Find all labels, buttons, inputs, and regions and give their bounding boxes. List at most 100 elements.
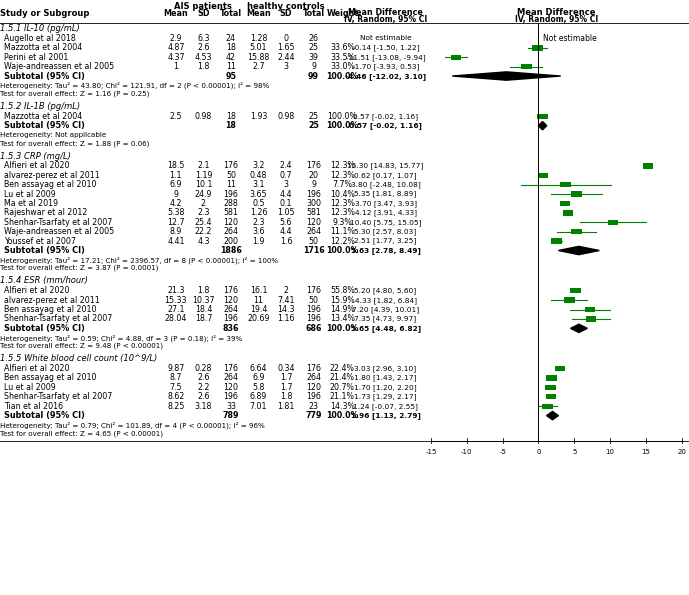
- Text: 39: 39: [309, 53, 318, 62]
- Text: 100.0%: 100.0%: [326, 71, 358, 80]
- Text: 99: 99: [308, 71, 319, 80]
- Text: 26: 26: [309, 34, 318, 43]
- Text: 1.05: 1.05: [277, 208, 295, 217]
- Text: Mean: Mean: [246, 9, 271, 18]
- Text: 95: 95: [225, 71, 236, 80]
- Text: 1.5.5 White blood cell count (10^9/L): 1.5.5 White blood cell count (10^9/L): [0, 354, 157, 363]
- Bar: [585, 307, 595, 312]
- Text: -0.14 [-1.50, 1.22]: -0.14 [-1.50, 1.22]: [351, 45, 420, 51]
- Text: Not estimable: Not estimable: [360, 36, 411, 42]
- Text: 100.0%: 100.0%: [327, 112, 358, 121]
- Text: 6.9: 6.9: [252, 374, 265, 383]
- Text: Not estimable: Not estimable: [543, 34, 597, 43]
- Text: 581: 581: [306, 208, 321, 217]
- Text: 1886: 1886: [220, 246, 242, 255]
- Text: 9: 9: [311, 180, 316, 189]
- Text: 11: 11: [226, 62, 236, 71]
- Text: 1.6: 1.6: [280, 237, 292, 246]
- Text: 24: 24: [226, 34, 236, 43]
- Text: 1716: 1716: [302, 246, 325, 255]
- Text: 42: 42: [226, 53, 236, 62]
- Text: 1.5.1 IL-10 (pg/mL): 1.5.1 IL-10 (pg/mL): [0, 24, 80, 33]
- Text: Total: Total: [220, 9, 242, 18]
- Text: 0: 0: [536, 449, 541, 455]
- Text: 120: 120: [223, 383, 238, 392]
- Text: Heterogeneity: Tau² = 43.80; Chi² = 121.91, df = 2 (P < 0.00001); I² = 98%: Heterogeneity: Tau² = 43.80; Chi² = 121.…: [0, 82, 269, 89]
- Text: 14.3: 14.3: [277, 305, 295, 314]
- Text: 7.01: 7.01: [249, 402, 267, 411]
- Text: Test for overall effect: Z = 9.48 (P < 0.00001): Test for overall effect: Z = 9.48 (P < 0…: [0, 343, 163, 349]
- Text: 4.12 [3.91, 4.33]: 4.12 [3.91, 4.33]: [355, 209, 417, 217]
- Text: 9: 9: [311, 62, 316, 71]
- Polygon shape: [570, 324, 587, 333]
- Text: 4.4: 4.4: [280, 227, 292, 236]
- Text: 0.98: 0.98: [195, 112, 212, 121]
- Text: 0.5: 0.5: [252, 199, 265, 208]
- Text: Subtotal (95% CI): Subtotal (95% CI): [4, 411, 85, 420]
- Text: 0: 0: [283, 34, 289, 43]
- Text: 20.7%: 20.7%: [330, 383, 355, 392]
- Bar: [571, 192, 582, 197]
- Text: 176: 176: [223, 161, 238, 170]
- Text: 176: 176: [306, 364, 321, 373]
- Text: 3.2: 3.2: [252, 161, 265, 170]
- Bar: [559, 201, 570, 206]
- Text: 1.7: 1.7: [280, 383, 292, 392]
- Text: Total: Total: [302, 9, 325, 18]
- Text: 12.3%: 12.3%: [330, 208, 355, 217]
- Text: 2.44: 2.44: [277, 53, 295, 62]
- Text: 100.0%: 100.0%: [326, 411, 358, 420]
- Text: -15: -15: [425, 449, 437, 455]
- Text: 21.3: 21.3: [167, 286, 185, 295]
- Text: 2: 2: [201, 199, 206, 208]
- Text: 20: 20: [309, 171, 318, 180]
- Text: Ben assayag et al 2010: Ben assayag et al 2010: [4, 305, 96, 314]
- Text: 12.7: 12.7: [167, 218, 185, 227]
- Text: alvarez-perez et al 2011: alvarez-perez et al 2011: [4, 296, 100, 305]
- Text: 7.5: 7.5: [169, 383, 182, 392]
- Text: 2.51 [1.77, 3.25]: 2.51 [1.77, 3.25]: [354, 238, 417, 245]
- Text: 100.0%: 100.0%: [326, 324, 358, 333]
- Text: 176: 176: [306, 286, 321, 295]
- Polygon shape: [452, 72, 561, 80]
- Text: 18.4: 18.4: [195, 305, 212, 314]
- Text: 7.20 [4.39, 10.01]: 7.20 [4.39, 10.01]: [352, 306, 419, 313]
- Text: 4.33 [1.82, 6.84]: 4.33 [1.82, 6.84]: [355, 297, 417, 303]
- Text: 4.37: 4.37: [167, 53, 185, 62]
- Text: Lu et al 2009: Lu et al 2009: [4, 190, 56, 199]
- Text: 4.2: 4.2: [169, 199, 182, 208]
- Bar: [564, 298, 575, 303]
- Text: 196: 196: [306, 314, 321, 324]
- Text: 20: 20: [677, 449, 686, 455]
- Text: 120: 120: [306, 218, 321, 227]
- Text: Ma et al 2019: Ma et al 2019: [4, 199, 59, 208]
- Bar: [545, 385, 556, 390]
- Text: 11: 11: [226, 180, 236, 189]
- Text: 6.89: 6.89: [250, 392, 267, 401]
- Text: 3.70 [3.47, 3.93]: 3.70 [3.47, 3.93]: [355, 200, 417, 207]
- Text: 33: 33: [226, 402, 236, 411]
- Text: 10.4%: 10.4%: [330, 190, 355, 199]
- Text: 120: 120: [223, 218, 238, 227]
- Text: 12.2%: 12.2%: [330, 237, 355, 246]
- Text: 1.19: 1.19: [195, 171, 212, 180]
- Text: 1.73 [1.29, 2.17]: 1.73 [1.29, 2.17]: [354, 393, 417, 400]
- Text: Shenhar-Tsarfaty et al 2007: Shenhar-Tsarfaty et al 2007: [4, 392, 112, 401]
- Text: 1.65: 1.65: [277, 43, 295, 52]
- Text: Rajeshwar et al 2012: Rajeshwar et al 2012: [4, 208, 88, 217]
- Bar: [555, 366, 566, 371]
- Text: 16.1: 16.1: [249, 286, 267, 295]
- Text: Alfieri et al 2020: Alfieri et al 2020: [4, 161, 70, 170]
- Text: 5.38: 5.38: [167, 208, 185, 217]
- Text: 3.03 [2.96, 3.10]: 3.03 [2.96, 3.10]: [354, 365, 417, 372]
- Text: 3: 3: [283, 180, 289, 189]
- Text: 0.1: 0.1: [280, 199, 292, 208]
- Text: 2.4: 2.4: [280, 161, 292, 170]
- Text: 5.6: 5.6: [280, 218, 292, 227]
- Text: 1.8: 1.8: [197, 286, 209, 295]
- Text: 176: 176: [223, 286, 238, 295]
- Text: Alfieri et al 2020: Alfieri et al 2020: [4, 286, 70, 295]
- Text: 779: 779: [305, 411, 322, 420]
- Text: 21.1%: 21.1%: [330, 392, 355, 401]
- Text: Mean: Mean: [163, 9, 188, 18]
